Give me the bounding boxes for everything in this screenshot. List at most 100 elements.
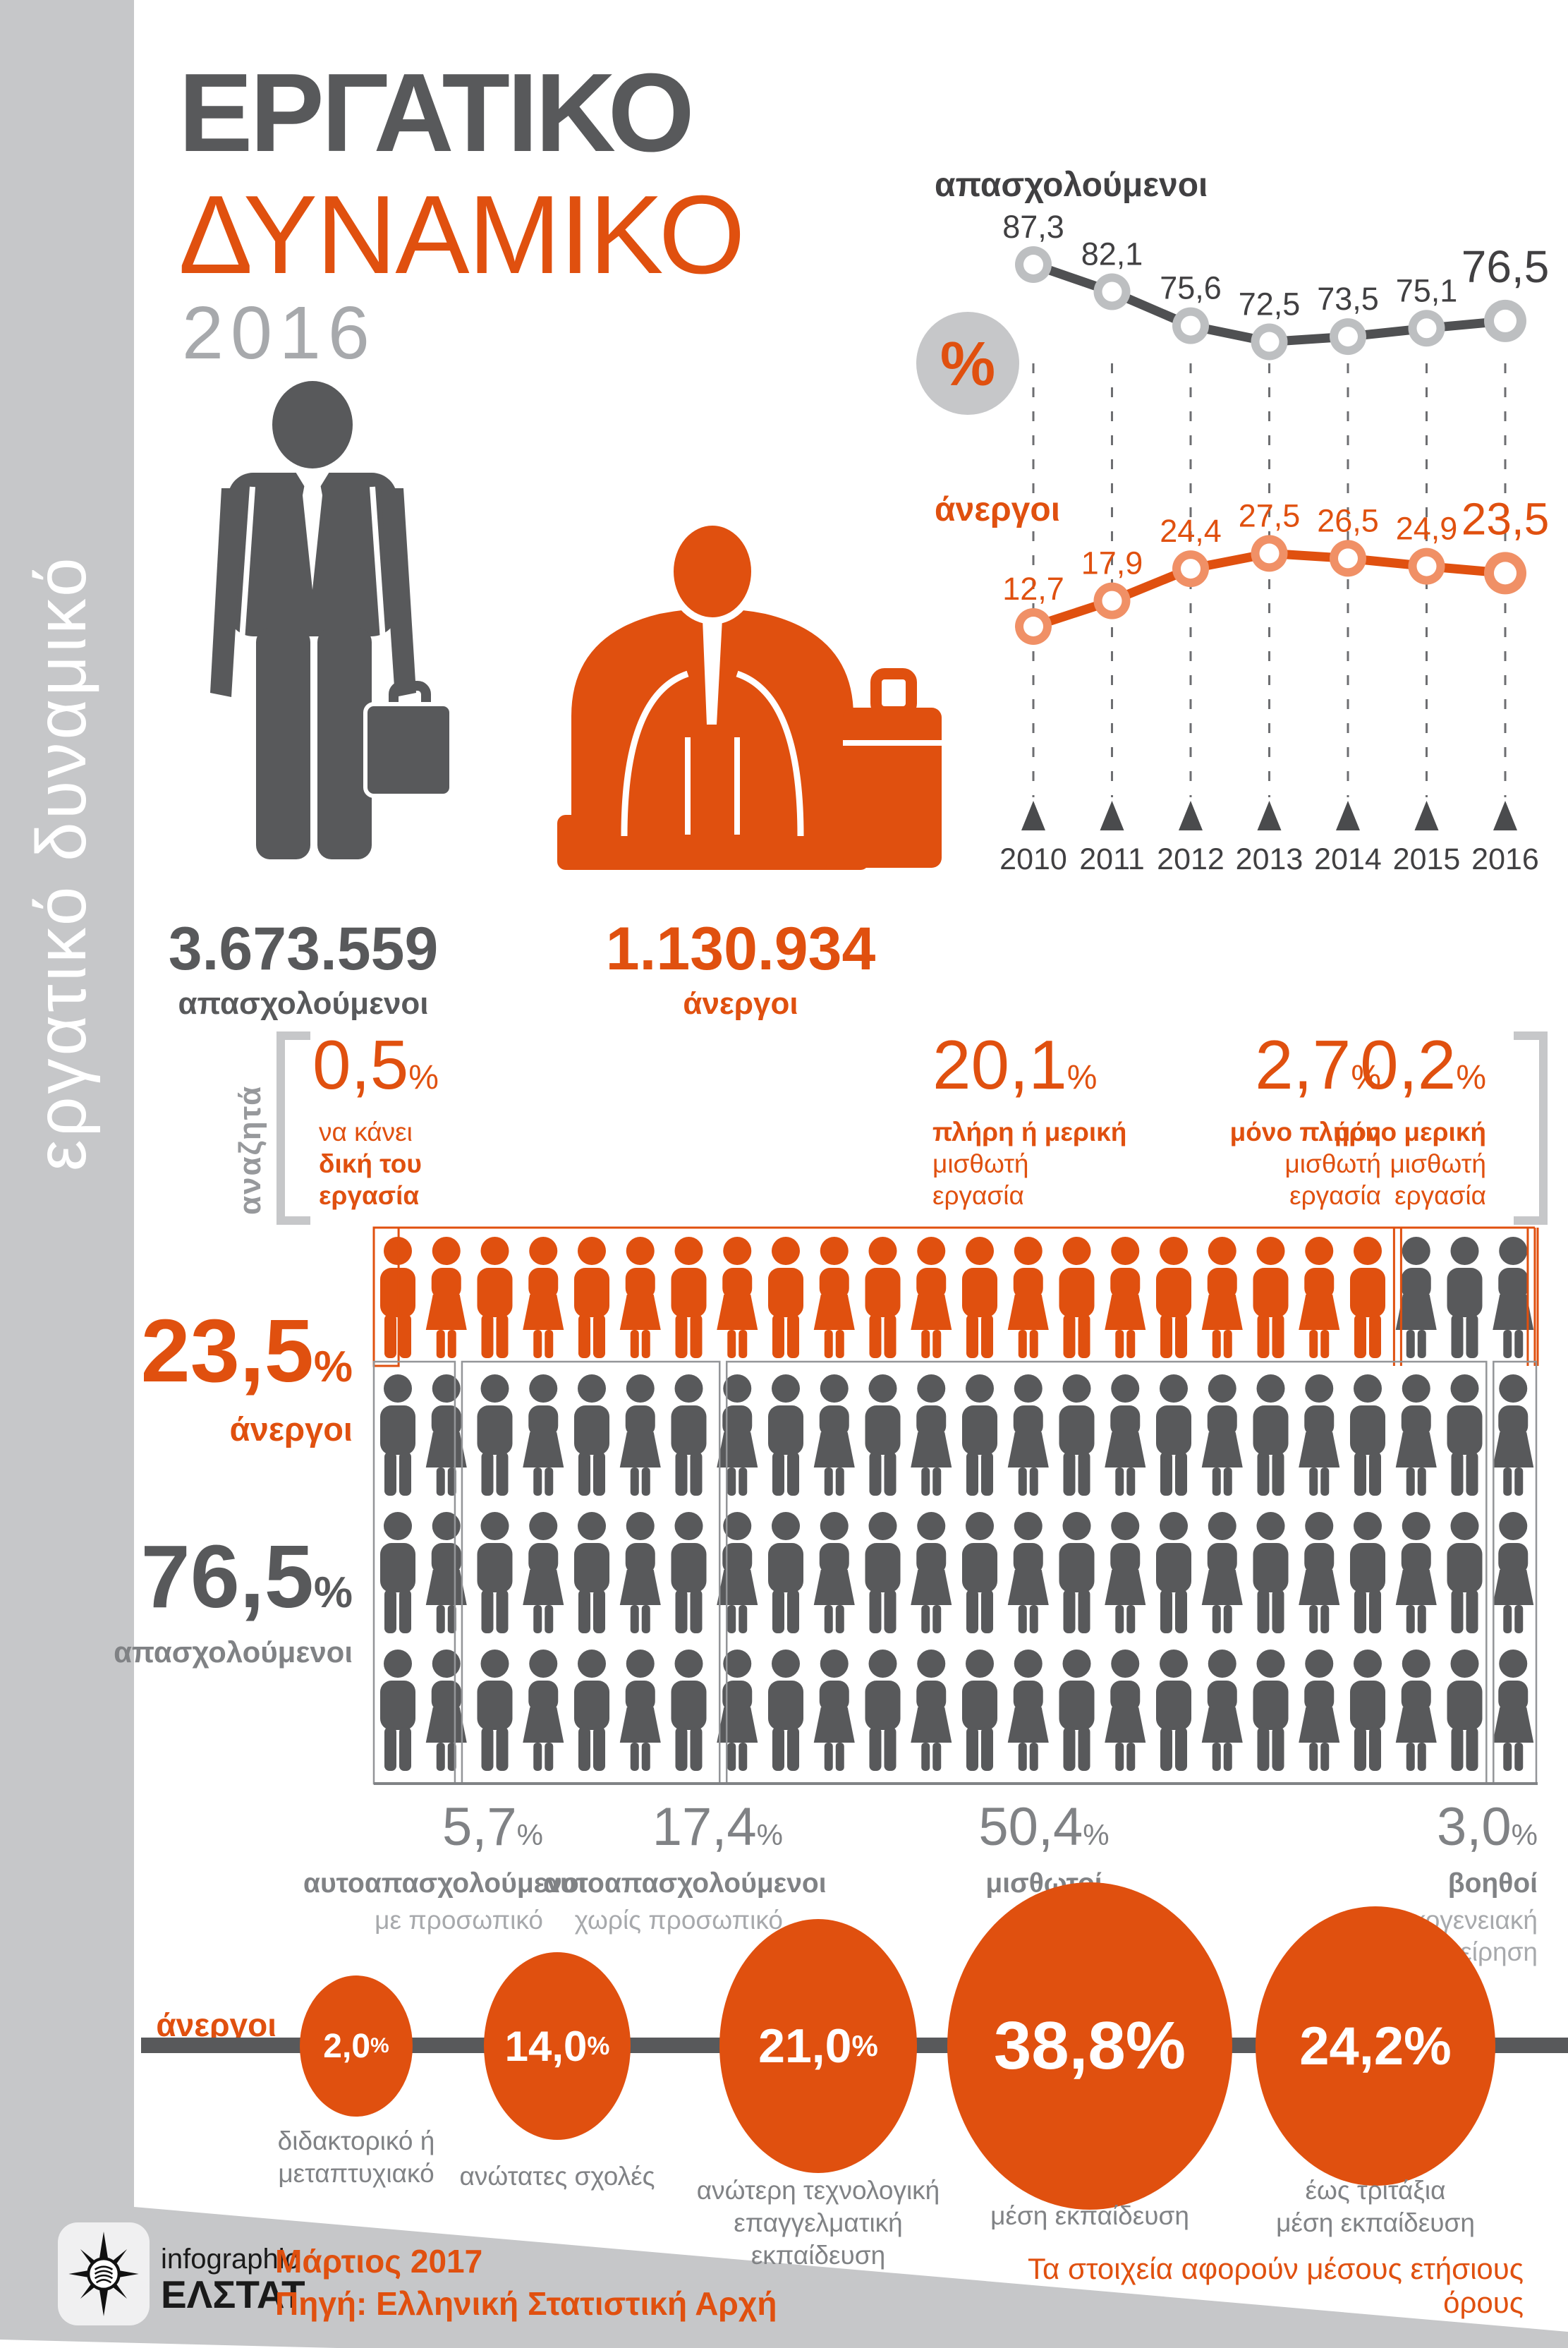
employed-figure-icon <box>1156 1374 1191 1496</box>
employed-figure-icon <box>1350 1512 1385 1633</box>
seeking-item-4-value: 0,2% <box>1360 1026 1486 1103</box>
employed-figure-icon <box>1447 1374 1483 1496</box>
chart-year-label: 2016 <box>1471 842 1539 876</box>
unemployed-figure-icon <box>574 1237 609 1358</box>
data-point-value: 73,5 <box>1317 281 1379 317</box>
unemployed-figure-icon <box>1007 1237 1049 1358</box>
data-point-value: 12,7 <box>1002 571 1064 607</box>
employed-figure-icon <box>1156 1512 1191 1633</box>
employed-figure-icon <box>380 1650 415 1771</box>
employed-total-label: απασχολούμενοι <box>178 986 429 1021</box>
employed-figure-icon <box>619 1374 661 1496</box>
unemployed-figure-icon <box>1059 1237 1095 1358</box>
employed-figure-icon <box>911 1512 952 1633</box>
year-arrow-icon <box>1021 801 1045 830</box>
employed-figure-icon <box>1253 1512 1289 1633</box>
employed-figure-icon <box>911 1650 952 1771</box>
percent-badge-symbol: % <box>940 329 995 399</box>
employed-figure-icon <box>1156 1650 1191 1771</box>
employed-figure-icon <box>717 1374 758 1496</box>
employed-figure-icon <box>477 1650 513 1771</box>
unemployed-total-label: άνεργοι <box>683 986 798 1021</box>
employed-figure-icon <box>1493 1374 1534 1496</box>
employed-figure-icon <box>911 1374 952 1496</box>
data-point-value: 75,6 <box>1160 270 1222 306</box>
unemployed-figure-icon <box>619 1237 661 1358</box>
elstat-logo <box>58 2222 150 2325</box>
year-arrow-icon <box>1257 801 1282 830</box>
employed-figure-icon <box>768 1512 803 1633</box>
employed-figure-icon <box>380 1512 415 1633</box>
education-bubble-4-label: μέση εκπαίδευση <box>990 2201 1189 2230</box>
data-point-value: 24,4 <box>1160 513 1222 549</box>
logo-text-line2: ΕΛΣΤΑΤ <box>161 2273 305 2316</box>
seeking-item-3-value: 2,7% <box>1255 1026 1381 1103</box>
unemployed-percent-label: άνεργοι <box>229 1410 353 1448</box>
employed-figure-icon <box>574 1512 609 1633</box>
employed-figure-icon <box>1105 1512 1146 1633</box>
seeking-connector-lines <box>372 1226 1539 1367</box>
unemployed-figure-icon <box>477 1237 513 1358</box>
data-point-value: 75,1 <box>1396 272 1458 308</box>
employed-figure-icon <box>1493 1512 1534 1633</box>
employed-figure-icon <box>1395 1374 1437 1496</box>
employed-figure-icon <box>1201 1512 1243 1633</box>
employed-figure-icon <box>865 1512 901 1633</box>
page-title-line2: ΔΥΝΑΜΙΚΟ <box>178 173 746 297</box>
series-label-unemployed: άνεργοι <box>935 491 1060 528</box>
unemployed-figure-icon <box>865 1237 901 1358</box>
employed-figure-icon <box>768 1650 803 1771</box>
unemployed-figure-icon <box>1201 1237 1243 1358</box>
chart-year-label: 2015 <box>1393 842 1461 876</box>
employed-figure-icon <box>574 1650 609 1771</box>
employed-figure-icon <box>717 1512 758 1633</box>
chart-year-label: 2010 <box>999 842 1067 876</box>
employed-figure-icon <box>671 1650 707 1771</box>
education-bubble-3-label: ανώτερη τεχνολογική επαγγελματική εκπαίδ… <box>696 2176 940 2270</box>
data-point-value: 87,3 <box>1002 209 1064 245</box>
employed-figure-icon <box>1299 1512 1340 1633</box>
employed-figure-icon <box>1447 1650 1483 1771</box>
data-point-value: 23,5 <box>1461 493 1550 544</box>
employment-type-2: 17,4% αυτοαπασχολούμενοι χωρίς προσωπικό <box>543 1797 827 1935</box>
employed-figure-icon <box>813 1512 855 1633</box>
seeking-item-4-label: μόνο μερική μισθωτή εργασία <box>1334 1118 1486 1210</box>
education-bubble-2: 14,0% <box>484 1952 631 2140</box>
unemployed-figure-icon <box>1105 1237 1146 1358</box>
seeking-item-1-value: 0,5% <box>312 1026 439 1103</box>
year-arrow-icon <box>1179 801 1203 830</box>
employed-figure-icon <box>425 1374 467 1496</box>
data-point-value: 17,9 <box>1081 545 1143 581</box>
employed-figure-icon <box>1253 1650 1289 1771</box>
unemployed-figure-icon <box>717 1237 758 1358</box>
chart-year-label: 2011 <box>1079 842 1144 876</box>
sidebar-vertical-title: εργατικό δυναμικό <box>22 555 101 1171</box>
employed-figure-icon <box>1059 1374 1095 1496</box>
unemployed-figure-icon <box>1299 1237 1340 1358</box>
education-bubble-1: 2,0% <box>300 1975 413 2117</box>
employed-figure-icon <box>1350 1374 1385 1496</box>
series-label-employed: απασχολούμενοι <box>935 167 1208 204</box>
year-arrow-icon <box>1336 801 1360 830</box>
education-bubble-2-label: ανώτατες σχολές <box>459 2162 655 2191</box>
employed-figure-icon <box>1007 1512 1049 1633</box>
footer-source: Πηγή: Ελληνική Στατιστική Αρχή <box>275 2285 777 2322</box>
employed-figure-icon <box>671 1374 707 1496</box>
education-bubble-1-label: διδακτορικό ή μεταπτυχιακό <box>277 2126 435 2188</box>
unemployed-figure-icon <box>1156 1237 1191 1358</box>
employed-briefcase-icon <box>363 681 454 798</box>
bracket-open <box>276 1031 310 1225</box>
footer-date: Μάρτιος 2017 <box>275 2243 483 2280</box>
employed-person-icon <box>210 381 454 859</box>
percent-badge <box>916 312 1019 415</box>
employed-figure-icon <box>962 1512 997 1633</box>
data-point-value: 76,5 <box>1461 241 1550 292</box>
employed-figure-icon <box>1105 1650 1146 1771</box>
chart-year-label: 2012 <box>1157 842 1224 876</box>
unemployed-figure-icon <box>768 1237 803 1358</box>
logo-text-line1: infographic <box>161 2244 299 2275</box>
unemployed-figure-icon <box>911 1237 952 1358</box>
employed-figure-icon <box>1059 1512 1095 1633</box>
employed-figure-icon <box>425 1512 467 1633</box>
unemployed-person-icon <box>557 519 942 870</box>
